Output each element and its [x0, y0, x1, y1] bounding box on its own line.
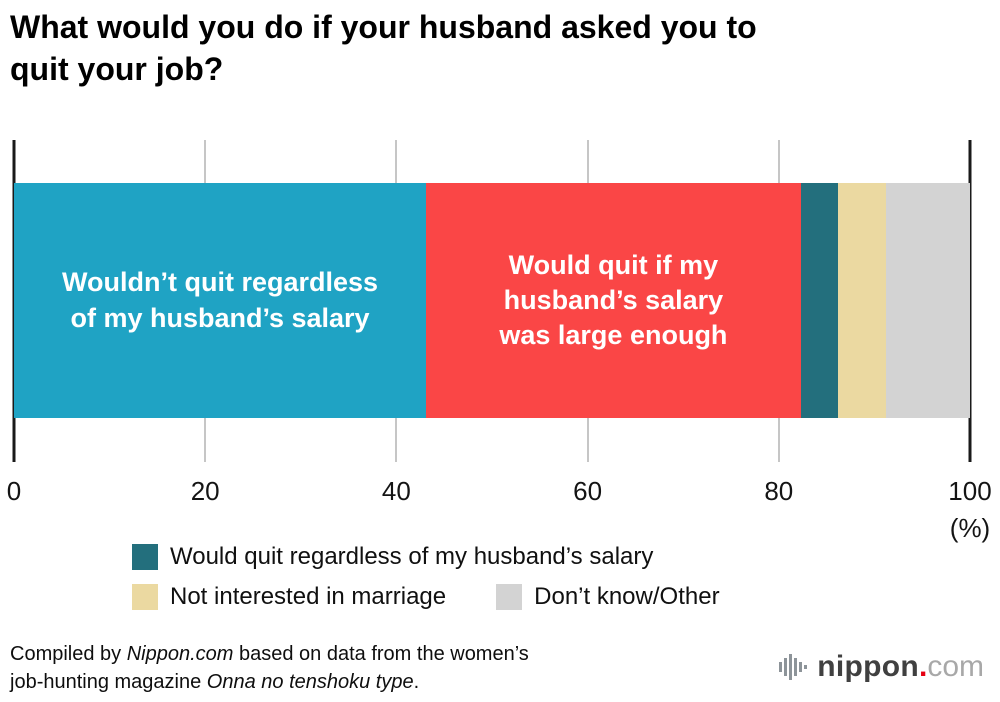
x-tick-80: 80 [764, 476, 794, 506]
legend-label: Would quit regardless of my husband’s sa… [170, 543, 654, 570]
source-note-text: job-hunting magazine [10, 671, 207, 694]
legend: Would quit regardless of my husband’s sa… [132, 543, 720, 623]
bar-segment-2: Would quit if my husband’s salary was larg… [426, 183, 801, 418]
source-note-italic: Onna no tenshoku type [206, 671, 414, 694]
bar-segment-4 [838, 183, 886, 418]
legend-swatch [132, 544, 158, 570]
legend-label: Not interested in marriage [170, 583, 447, 610]
nippon-logo-dot: . [918, 650, 928, 683]
legend-swatch [496, 584, 523, 610]
legend-label: Don’t know/Other [534, 583, 720, 610]
page-title: What would you do if your husband asked … [10, 6, 757, 90]
bar-segment-1: Wouldn’t quit regardless of my husband’s … [14, 183, 427, 418]
source-note-italic: Nippon.com [126, 643, 234, 665]
source-note-text: . [413, 671, 420, 694]
x-tick-0: 0 [6, 476, 22, 506]
nippon-logo-bars-icon [779, 654, 808, 680]
bar-segment-3 [800, 183, 839, 418]
nippon-logo[interactable]: nippon. com [778, 650, 984, 684]
plot-area: Wouldn’t quit regardless of my husband’s … [7, 140, 992, 543]
x-tick-100: 100 [948, 476, 992, 506]
x-axis-unit-label: (%) [949, 513, 991, 543]
page-title-line-2: quit your job? [10, 51, 224, 88]
stacked-bar: Wouldn’t quit regardless of my husband’s … [14, 183, 970, 418]
source-note-text: based on data from the women’s [233, 643, 529, 665]
gridline-100 [968, 140, 972, 462]
nippon-logo-tld: com [927, 650, 984, 683]
legend-item: Not interested in marriage [132, 583, 446, 611]
x-tick-20: 20 [190, 476, 220, 506]
legend-item: Would quit regardless of my husband’s sa… [132, 543, 653, 571]
nippon-logo-wordmark: nippon [817, 650, 919, 683]
legend-swatch [132, 584, 158, 610]
x-tick-60: 60 [573, 476, 603, 506]
source-note-line-2: job-hunting magazine Onna no tenshoku ty… [10, 668, 529, 696]
source-note: Compiled by Nippon.com based on data fro… [10, 640, 529, 697]
source-note-line-1: Compiled by Nippon.com based on data fro… [10, 640, 529, 668]
legend-row-2: Not interested in marriage Don’t know/Oth… [132, 583, 720, 611]
source-note-text: Compiled by [10, 643, 127, 665]
x-tick-40: 40 [381, 476, 411, 506]
legend-item: Don’t know/Other [496, 583, 720, 611]
bar-segment-5 [885, 183, 970, 418]
bar-segment-2-label: Would quit if my husband’s salary was larg… [499, 249, 728, 351]
page-title-line-1: What would you do if your husband asked … [10, 9, 757, 45]
bar-segment-1-label: Wouldn’t quit regardless of my husband’s … [62, 267, 379, 333]
legend-row-1: Would quit regardless of my husband’s sa… [132, 543, 720, 571]
